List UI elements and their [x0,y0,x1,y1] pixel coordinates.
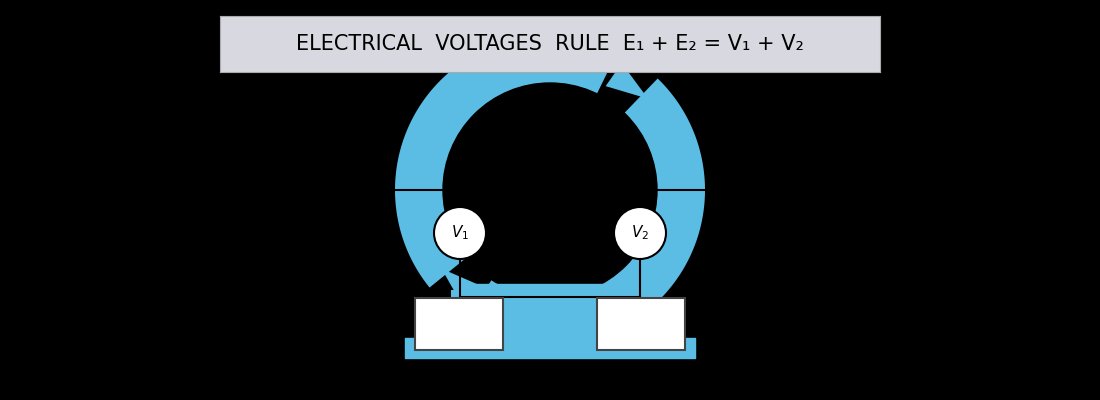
Bar [632,290,649,338]
Text: $V_2$: $V_2$ [631,224,649,242]
Text: $V_1$: $V_1$ [451,224,469,242]
Bar [451,290,468,338]
Bar [415,298,503,350]
Circle shape [434,207,486,259]
Circle shape [614,207,666,259]
Bar [542,290,558,338]
Wedge shape [427,256,494,322]
Polygon shape [441,269,482,307]
Circle shape [443,83,657,297]
Polygon shape [606,63,648,99]
Wedge shape [595,48,660,115]
Polygon shape [395,35,705,345]
Bar [597,298,685,350]
Text: ELECTRICAL  VOLTAGES  RULE  E₁ + E₂ = V₁ + V₂: ELECTRICAL VOLTAGES RULE E₁ + E₂ = V₁ + … [296,34,804,54]
